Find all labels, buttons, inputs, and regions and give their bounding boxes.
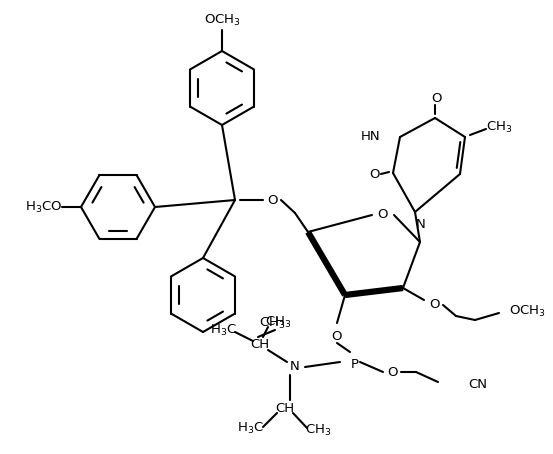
- Text: O: O: [378, 208, 388, 222]
- Text: H$_3$C: H$_3$C: [210, 322, 237, 338]
- Text: CH$_3$: CH$_3$: [486, 119, 512, 134]
- Text: CH$_3$: CH$_3$: [259, 316, 285, 331]
- Text: CH$_3$: CH$_3$: [265, 315, 291, 330]
- Text: OCH$_3$: OCH$_3$: [509, 303, 545, 319]
- Text: O: O: [332, 330, 342, 342]
- Text: CH$_3$: CH$_3$: [305, 423, 331, 438]
- Text: OCH$_3$: OCH$_3$: [204, 12, 241, 28]
- Text: H$_3$C: H$_3$C: [237, 420, 263, 435]
- Text: HN: HN: [361, 130, 380, 143]
- Text: CH: CH: [275, 401, 295, 415]
- Text: N: N: [416, 217, 426, 231]
- Text: O: O: [431, 92, 441, 104]
- Text: O: O: [267, 193, 277, 207]
- Text: O: O: [387, 365, 397, 379]
- Text: CN: CN: [468, 377, 487, 390]
- Text: O: O: [429, 298, 439, 311]
- Text: O: O: [369, 168, 379, 182]
- Text: P: P: [351, 357, 359, 370]
- Text: CH: CH: [251, 339, 269, 351]
- Text: N: N: [290, 360, 300, 374]
- Text: H$_3$CO: H$_3$CO: [25, 199, 62, 215]
